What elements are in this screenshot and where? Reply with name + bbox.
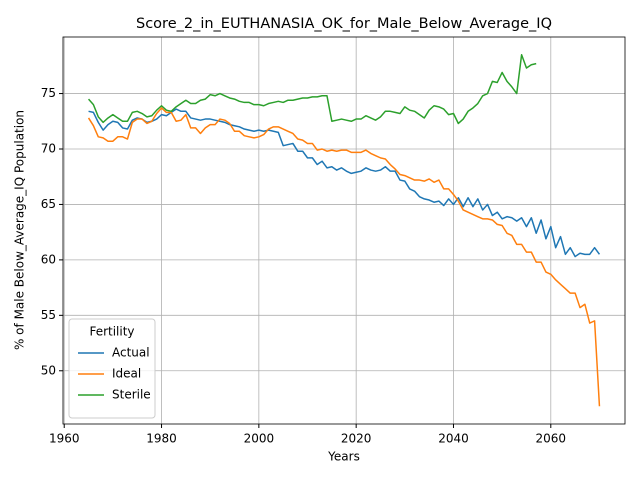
x-tick-label: 2060 xyxy=(536,432,567,446)
y-axis-label: % of Male Below_Average_IQ Population xyxy=(13,110,27,350)
x-tick-label: 2020 xyxy=(341,432,372,446)
y-tick-label: 75 xyxy=(41,86,56,100)
data-line xyxy=(87,53,537,125)
legend-label: Actual xyxy=(112,346,150,360)
y-tick-label: 65 xyxy=(41,197,56,211)
x-tick-label: 1980 xyxy=(146,432,177,446)
y-tick-label: 70 xyxy=(41,141,56,155)
legend-title: Fertility xyxy=(89,325,134,339)
legend-label: Ideal xyxy=(112,367,141,381)
x-tick-label: 2040 xyxy=(438,432,469,446)
data-line xyxy=(87,107,601,407)
x-tick-label: 2000 xyxy=(244,432,275,446)
legend: Fertility Actual Ideal Sterile xyxy=(68,318,156,419)
legend-label: Sterile xyxy=(112,388,151,402)
x-axis-label: Years xyxy=(327,450,360,464)
y-tick-label: 55 xyxy=(41,308,56,322)
y-tick-label: 60 xyxy=(41,252,56,266)
y-tick-label: 50 xyxy=(41,363,56,377)
legend-box xyxy=(68,318,156,419)
data-line xyxy=(88,108,601,258)
chart-title: Score_2_in_EUTHANASIA_OK_for_Male_Below_… xyxy=(136,16,552,32)
plot-frame xyxy=(62,36,626,425)
x-tick-label: 1960 xyxy=(49,432,80,446)
